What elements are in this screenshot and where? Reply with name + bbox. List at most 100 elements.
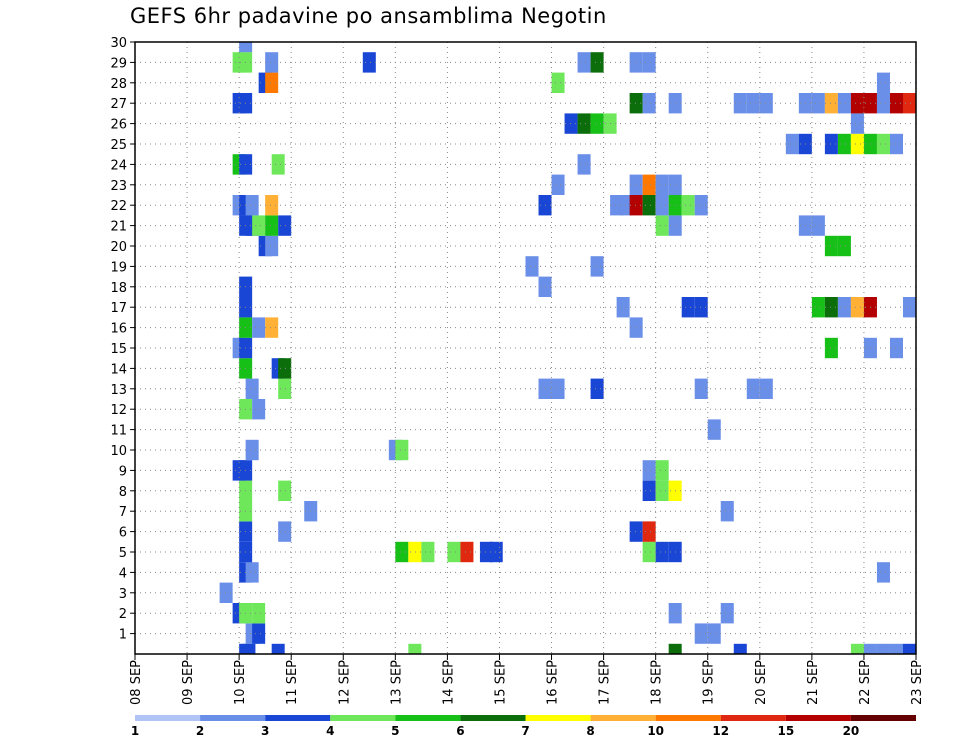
precipitation-cells	[219, 42, 916, 654]
precip-cell	[850, 297, 864, 318]
precip-cell	[564, 113, 578, 134]
precip-cell	[447, 541, 461, 563]
precip-cell	[252, 603, 266, 624]
precip-cell	[265, 52, 279, 73]
colorbar-swatch	[785, 715, 851, 721]
colorbar-swatch	[655, 715, 721, 721]
colorbar: 1 2 3 4 5 6 7 8 10 12 15 20	[131, 715, 916, 738]
precip-cell	[824, 93, 838, 114]
precip-cell	[642, 93, 656, 114]
precip-cell	[460, 541, 474, 563]
y-tick-label: 18	[110, 281, 127, 296]
precip-cell	[876, 72, 890, 93]
precip-cell	[590, 378, 604, 399]
precip-cell	[278, 521, 292, 542]
y-tick-label: 11	[110, 424, 127, 439]
colorbar-label: 4	[326, 724, 334, 738]
precip-cell	[265, 72, 279, 93]
grid-lines	[135, 42, 916, 654]
precip-cell	[707, 623, 721, 644]
x-tick-label: 09 SEP	[181, 660, 196, 705]
precip-cell	[655, 460, 669, 481]
x-tick-label: 19 SEP	[702, 660, 717, 705]
precip-cell	[889, 133, 903, 155]
precip-cell	[590, 52, 604, 73]
precip-cell	[551, 378, 565, 399]
chart-title: GEFS 6hr padavine po ansamblima Negotin	[130, 4, 607, 28]
precip-cell	[629, 52, 643, 73]
precip-cell	[655, 480, 669, 501]
y-tick-label: 24	[110, 158, 127, 173]
colorbar-label: 15	[777, 724, 794, 738]
y-tick-label: 9	[119, 464, 127, 479]
precip-cell	[265, 215, 279, 236]
y-tick-label: 16	[110, 322, 127, 337]
precip-cell	[629, 195, 643, 216]
precip-cell	[668, 643, 682, 654]
precip-cell	[252, 317, 266, 338]
precip-cell	[629, 93, 643, 114]
y-tick-label: 14	[110, 362, 127, 377]
precip-cell	[421, 541, 435, 563]
precip-cell	[707, 419, 721, 440]
colorbar-label: 8	[586, 724, 594, 738]
precip-cell	[902, 93, 916, 114]
precip-cell	[694, 195, 708, 216]
x-tick-label: 21 SEP	[806, 660, 821, 705]
precip-cell	[785, 133, 799, 155]
precip-cell	[278, 378, 292, 399]
precip-cell	[694, 378, 708, 399]
colorbar-swatch	[200, 715, 266, 721]
colorbar-swatch	[395, 715, 461, 721]
precip-cell	[746, 378, 760, 399]
x-tick-label: 22 SEP	[858, 660, 873, 705]
x-tick-label: 23 SEP	[910, 660, 925, 705]
precip-cell	[733, 643, 747, 654]
precip-cell	[278, 480, 292, 501]
precip-cell	[395, 439, 409, 461]
y-tick-label: 10	[110, 444, 127, 459]
precip-cell	[629, 317, 643, 338]
precip-cell	[362, 52, 376, 73]
precip-cell	[265, 195, 279, 216]
x-tick-label: 13 SEP	[389, 660, 404, 705]
x-axis: 08 SEP 09 SEP 10 SEP 11 SEP 12 SEP 13 SEP 14 S…	[129, 654, 925, 705]
y-tick-label: 6	[119, 526, 127, 541]
y-tick-label: 21	[110, 220, 127, 235]
precip-cell	[642, 480, 656, 501]
precip-cell	[811, 297, 825, 318]
colorbar-label: 2	[196, 724, 204, 738]
precip-cell	[824, 297, 838, 318]
colorbar-swatch	[330, 715, 396, 721]
x-tick-label: 08 SEP	[129, 660, 144, 705]
precip-cell	[720, 501, 734, 522]
precip-cell	[642, 521, 656, 542]
precip-cell	[252, 623, 266, 644]
precip-cell	[824, 133, 838, 155]
precip-cell	[265, 317, 279, 338]
precip-cell	[759, 378, 773, 399]
precip-cell	[655, 195, 669, 216]
x-tick-label: 11 SEP	[285, 660, 300, 705]
colorbar-label: 1	[131, 724, 139, 738]
colorbar-swatch	[460, 715, 526, 721]
precip-cell	[889, 337, 903, 359]
colorbar-swatch	[590, 715, 656, 721]
precip-cell	[590, 256, 604, 277]
precip-cell	[577, 113, 591, 134]
colorbar-swatch	[720, 715, 786, 721]
precip-cell	[525, 256, 539, 277]
precip-cell	[642, 174, 656, 195]
x-tick-label: 17 SEP	[598, 660, 613, 705]
colorbar-label: 5	[391, 724, 399, 738]
precip-cell	[655, 174, 669, 195]
precip-cell	[746, 93, 760, 114]
precip-cell	[245, 439, 259, 461]
precip-cell	[245, 195, 259, 216]
x-tick-label: 14 SEP	[441, 660, 456, 705]
precip-cell	[876, 133, 890, 155]
precip-cell	[850, 113, 864, 134]
precip-cell	[577, 154, 591, 175]
precip-cell	[694, 623, 708, 644]
precip-cell	[876, 93, 890, 114]
